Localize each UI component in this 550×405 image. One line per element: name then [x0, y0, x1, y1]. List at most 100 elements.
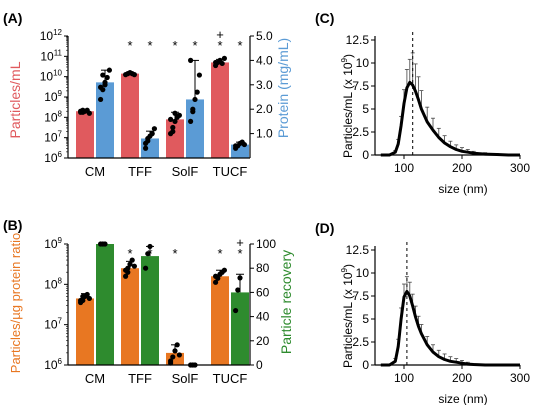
data-point — [168, 116, 174, 122]
y-tick-label: 10 — [356, 266, 370, 280]
data-point — [125, 265, 131, 271]
significance-marker: * — [172, 38, 177, 53]
panel-d-label: (D) — [315, 220, 334, 236]
bar-red-tff — [121, 73, 139, 158]
data-point — [129, 257, 135, 263]
data-point — [237, 275, 243, 281]
significance-marker: + — [216, 27, 224, 42]
bar-green-tucf — [231, 292, 249, 365]
panel-d-xlabel: size (nm) — [438, 392, 487, 405]
data-point — [170, 128, 176, 135]
data-point — [168, 360, 174, 366]
significance-marker: * — [237, 246, 242, 261]
data-point — [151, 126, 157, 132]
data-point — [174, 342, 180, 348]
significance-marker: * — [217, 38, 222, 53]
data-point — [213, 59, 219, 66]
panel-a-left-ylabel: Particles/mL — [7, 61, 23, 138]
significance-marker: * — [147, 246, 152, 261]
y-tick-label: 7.5 — [352, 79, 369, 93]
y-tick-label: 2.5 — [352, 125, 369, 139]
significance-marker: * — [127, 38, 132, 53]
bar-red-cm — [76, 111, 94, 158]
data-point — [170, 124, 176, 131]
category-label-solf: SolF — [172, 164, 199, 179]
data-point — [131, 72, 137, 78]
bar-orange-tff — [121, 268, 139, 365]
right-tick-label: 40 — [256, 310, 270, 324]
left-tick-label: 1012 — [40, 28, 63, 43]
data-point — [78, 297, 84, 304]
panel-d-ylabel-main: Particles/mL (x 10 — [341, 272, 355, 368]
data-point — [188, 118, 194, 124]
panel-a-right-ylabel: Protein (mg/mL) — [275, 38, 291, 138]
data-point — [100, 72, 106, 78]
data-point — [106, 67, 112, 73]
panel-d-plot: 0 2.5 5 7.5 10 12.5 100 200 300 — [346, 242, 530, 385]
category-label-tucf: TUCF — [213, 164, 248, 179]
right-tick-label: 4.0 — [256, 53, 273, 67]
category-label-solf: SolF — [172, 371, 199, 386]
panel-c-xlabel: size (nm) — [438, 182, 487, 196]
significance-marker: * — [172, 246, 177, 261]
y-tick-label: 0 — [362, 358, 369, 372]
left-tick-label: 108 — [44, 276, 62, 291]
panel-c: (C) Particles/mL (x 109) size (nm) 0 2.5 5… — [315, 10, 530, 196]
panel-c-ylabel-close: ) — [341, 54, 355, 58]
data-point — [176, 352, 182, 358]
panel-b-label: (B) — [3, 217, 22, 233]
data-point — [172, 348, 178, 354]
significance-marker: * — [237, 38, 242, 53]
data-point — [143, 140, 149, 146]
data-point — [172, 118, 178, 124]
right-tick-label: 20 — [256, 334, 270, 348]
y-tick-label: 0 — [362, 148, 369, 162]
data-point — [196, 72, 202, 78]
data-point — [176, 112, 182, 118]
left-tick-label: 107 — [44, 317, 62, 332]
significance-marker: * — [192, 38, 197, 53]
right-tick-label: 3.0 — [256, 78, 273, 92]
left-tick-label: 108 — [44, 109, 62, 124]
panel-c-ylabel-exp: 9 — [340, 57, 349, 62]
data-point — [143, 265, 149, 271]
y-tick-label: 10 — [356, 56, 370, 70]
panel-c-ylabel-main: Particles/mL (x 10 — [341, 62, 355, 158]
data-point — [86, 110, 92, 116]
data-point — [127, 261, 133, 267]
right-tick-label: 2.0 — [256, 102, 273, 116]
data-point — [188, 57, 194, 64]
panel-a-plot: 106 107 108 109 1010 1011 1012 1.0 2.0 3.0 4.0 5.0 C… — [40, 27, 273, 179]
panel-c-plot: 0 2.5 5 7.5 10 12.5 100 200 300 — [346, 32, 530, 175]
x-tick-label: 100 — [394, 161, 414, 175]
x-tick-label: 200 — [452, 161, 472, 175]
category-label-tff: TFF — [128, 164, 152, 179]
left-tick-label: 106 — [44, 150, 62, 165]
x-tick-label: 300 — [510, 371, 530, 385]
data-point — [102, 241, 108, 247]
right-tick-label: 80 — [256, 261, 270, 275]
data-point — [233, 307, 239, 314]
y-tick-label: 12.5 — [346, 33, 370, 47]
significance-marker: * — [217, 246, 222, 261]
category-label-tff: TFF — [128, 371, 152, 386]
data-point — [98, 84, 104, 90]
data-point — [219, 60, 225, 67]
bar-orange-cm — [76, 298, 94, 365]
y-tick-label: 5 — [362, 102, 369, 116]
category-label-tucf: TUCF — [213, 371, 248, 386]
data-point — [221, 267, 227, 273]
panel-c-ylabel: Particles/mL (x 109) — [340, 54, 355, 158]
x-tick-label: 100 — [394, 371, 414, 385]
data-point — [194, 89, 200, 95]
data-point — [80, 109, 86, 115]
data-point — [221, 55, 227, 61]
data-point — [235, 287, 241, 293]
data-point — [213, 273, 219, 279]
right-tick-label: 100 — [256, 237, 276, 251]
data-point — [213, 279, 219, 285]
data-point — [233, 143, 239, 149]
size-distribution-curve — [380, 289, 520, 367]
size-distribution-curve — [380, 80, 520, 157]
data-point — [80, 293, 86, 300]
